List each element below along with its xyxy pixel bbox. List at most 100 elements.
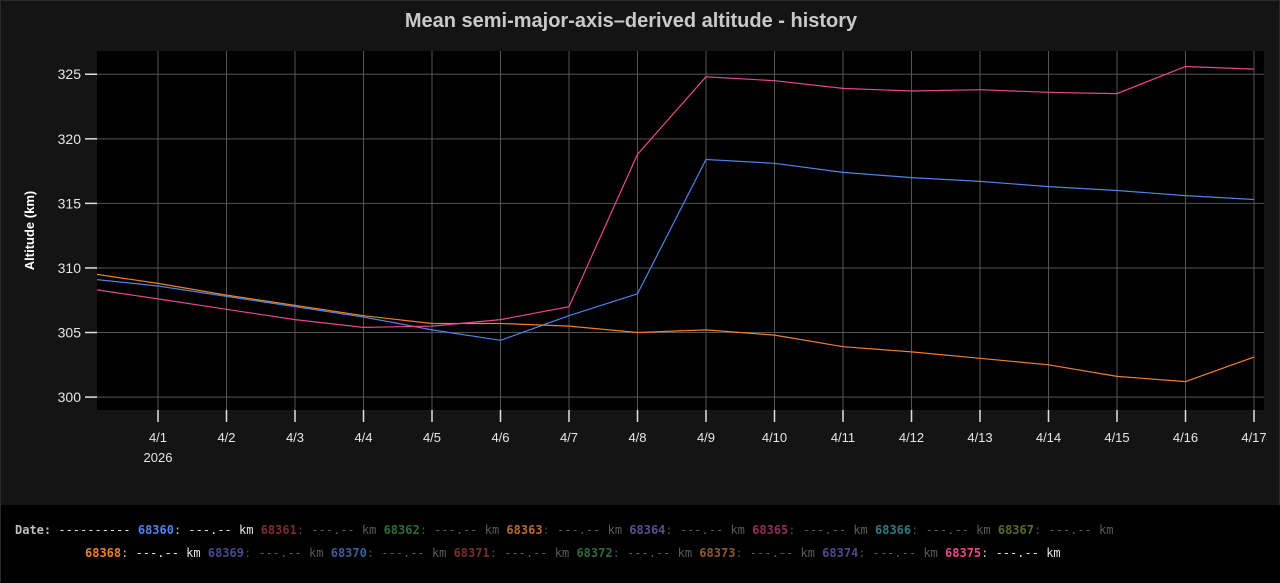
- legend-item-unit: km: [1046, 546, 1061, 560]
- legend-item-id: 68368: [85, 546, 122, 560]
- legend-sep: :: [858, 546, 873, 560]
- legend-item-value: ---.--: [504, 546, 548, 560]
- legend-item-68360[interactable]: 68360: ---.-- km: [138, 523, 261, 537]
- x-tick-label: 4/15: [1104, 430, 1129, 445]
- legend-space: [1113, 523, 1120, 537]
- legend-item-68373[interactable]: 68373: ---.-- km: [699, 546, 822, 560]
- legend-item-68371[interactable]: 68371: ---.-- km: [454, 546, 577, 560]
- legend-item-id: 68362: [383, 523, 420, 537]
- series-line-68375[interactable]: [97, 65, 1255, 329]
- legend-item-id: 68365: [752, 523, 789, 537]
- legend-item-unit: km: [186, 546, 201, 560]
- legend-sep: :: [243, 546, 259, 560]
- legend-item-value: ---.--: [135, 546, 179, 560]
- legend-space: [938, 546, 945, 560]
- y-tick-label: 315: [58, 195, 82, 211]
- legend-item-id: 68363: [506, 523, 543, 537]
- legend-row-2: 68368: ---.-- km 68369: ---.-- km 68370:…: [85, 546, 1068, 560]
- legend-space: [376, 523, 383, 537]
- legend-sep: :: [173, 523, 189, 537]
- y-tick-label: 325: [58, 66, 82, 82]
- legend-item-value: ---.--: [872, 546, 917, 560]
- legend-item-68369[interactable]: 68369: ---.-- km: [208, 546, 331, 560]
- legend-item-value: ---.--: [434, 523, 478, 537]
- legend-sep: :: [735, 546, 750, 560]
- x-tick-label: 4/11: [831, 430, 855, 445]
- series-line-68363[interactable]: [97, 273, 1255, 383]
- legend-space: [600, 523, 607, 537]
- legend-sep: :: [121, 546, 136, 560]
- legend-space: [131, 523, 138, 537]
- legend-space: [253, 523, 260, 537]
- legend-item-68363[interactable]: 68363: ---.-- km: [506, 523, 629, 537]
- plot-area: [97, 51, 1264, 410]
- x-tick-label: 4/12: [899, 430, 924, 445]
- legend-sep: :: [665, 523, 680, 537]
- legend-sep: :: [788, 523, 803, 537]
- legend-item-id: 68370: [330, 546, 367, 560]
- y-tick-label: 310: [58, 260, 82, 276]
- legend-item-68368[interactable]: 68368: ---.-- km: [85, 546, 208, 560]
- legend-item-value: ---.--: [627, 546, 671, 560]
- legend-space: [232, 523, 239, 537]
- legend-sep: :: [489, 546, 505, 560]
- legend-item-id: 68371: [453, 546, 490, 560]
- legend-item-68370[interactable]: 68370: ---.-- km: [331, 546, 454, 560]
- legend-item-value: ---.--: [749, 546, 794, 560]
- legend-space: [201, 546, 208, 560]
- x-tick-label: 4/2: [217, 430, 235, 445]
- altitude-chart[interactable]: 4/1 4/2 4/3 4/4 4/5 4/6 4/7 4/8 4/9 4/10 4/11 4/12 4…: [1, 1, 1280, 501]
- legend-item-unit: km: [554, 546, 570, 560]
- legend-item-68361[interactable]: 68361: ---.-- km: [261, 523, 384, 537]
- legend-item-68365[interactable]: 68365: ---.-- km: [752, 523, 875, 537]
- legend-item-68367[interactable]: 68367: ---.-- km: [998, 523, 1121, 537]
- legend-item-68366[interactable]: 68366: ---.-- km: [875, 523, 998, 537]
- legend-item-unit: km: [677, 546, 693, 560]
- legend-item-unit: km: [309, 546, 324, 560]
- legend-item-68364[interactable]: 68364: ---.-- km: [629, 523, 752, 537]
- legend-space: [991, 523, 998, 537]
- legend-item-unit: km: [431, 546, 447, 560]
- legend-sep: :: [1033, 523, 1049, 537]
- legend-item-value: ---.--: [258, 546, 302, 560]
- legend-item-value: ---.--: [557, 523, 601, 537]
- x-tick-label: 4/7: [560, 430, 578, 445]
- x-tick-label: 4/3: [286, 430, 304, 445]
- legend-sep: :: [542, 523, 557, 537]
- legend-item-68372[interactable]: 68372: ---.-- km: [576, 546, 699, 560]
- x-tick-label: 4/13: [967, 430, 992, 445]
- legend-item-id: 68361: [260, 523, 297, 537]
- chart-title: Mean semi-major-axis–derived altitude - …: [404, 10, 858, 32]
- legend-item-unit: km: [1099, 523, 1114, 537]
- legend-sep: :: [981, 546, 996, 560]
- legend-sep: :: [419, 523, 435, 537]
- legend-date-value: ----------: [58, 523, 131, 537]
- x-tick-label: 4/4: [354, 430, 372, 445]
- legend-item-value: ---.--: [381, 546, 425, 560]
- legend-space: [302, 546, 309, 560]
- legend-space: [478, 523, 485, 537]
- legend-item-id: 68360: [137, 523, 174, 537]
- legend-sep: :: [911, 523, 926, 537]
- legend-item-68362[interactable]: 68362: ---.-- km: [384, 523, 507, 537]
- y-tick-label: 300: [58, 389, 82, 405]
- legend-space: [548, 546, 555, 560]
- legend-item-68374[interactable]: 68374: ---.-- km: [822, 546, 945, 560]
- legend-item-unit: km: [853, 523, 868, 537]
- legend-item-unit: km: [361, 523, 377, 537]
- x-tick-label: 4/8: [628, 430, 646, 445]
- legend-item-id: 68369: [207, 546, 244, 560]
- x-tick-label: 4/5: [423, 430, 441, 445]
- legend-sep: :: [366, 546, 382, 560]
- legend-row-1: Date: ---------- 68360: ---.-- km 68361:…: [15, 523, 1121, 537]
- x-tick-label: 4/1: [149, 430, 167, 445]
- x-tick-label: 4/17: [1241, 430, 1266, 445]
- legend-item-value: ---.--: [995, 546, 1039, 560]
- x-tick-label: 4/10: [762, 430, 787, 445]
- legend-space: [1092, 523, 1099, 537]
- legend-sep: :: [296, 523, 312, 537]
- legend-item-value: ---.--: [679, 523, 724, 537]
- legend-item-68375[interactable]: 68375: ---.-- km: [945, 546, 1068, 560]
- legend-space: [1061, 546, 1068, 560]
- series-line-68360[interactable]: [97, 158, 1255, 341]
